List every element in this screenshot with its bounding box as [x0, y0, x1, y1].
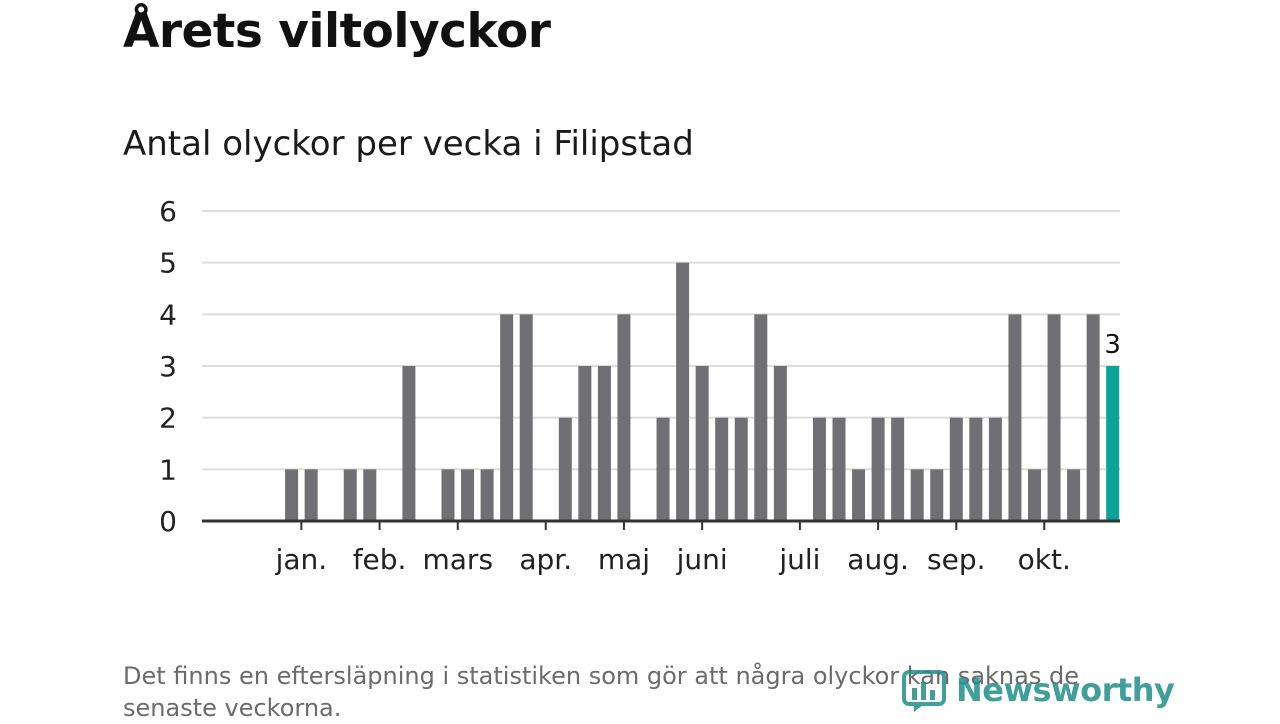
- bar: [285, 469, 299, 521]
- y-tick-label: 0: [159, 505, 177, 538]
- brand-name: Newsworthy: [956, 671, 1175, 709]
- x-tick-label: juli: [778, 543, 820, 576]
- bar: [773, 366, 787, 521]
- x-axis: jan. feb. mars apr. maj juni juli aug. sep. okt.: [275, 521, 1071, 576]
- bar: [930, 469, 944, 521]
- bar-chart: 0 1 2 3 4 5 6 jan. feb. mars apr. maj juni juli aug. s…: [159, 195, 1121, 576]
- bar: [871, 417, 885, 521]
- newsworthy-logo-icon: [902, 670, 946, 712]
- bar: [949, 417, 963, 521]
- bar: [500, 314, 514, 521]
- y-tick-label: 3: [159, 350, 177, 383]
- bar: [441, 469, 455, 521]
- bar: [754, 314, 768, 521]
- x-tick-label: apr.: [519, 543, 572, 576]
- bar: [715, 417, 729, 521]
- x-tick-label: juni: [676, 543, 728, 576]
- bars: [285, 262, 1120, 521]
- bar: [969, 417, 983, 521]
- bar: [656, 417, 670, 521]
- bar: [1067, 469, 1081, 521]
- bar: [1028, 469, 1041, 521]
- y-axis: 0 1 2 3 4 5 6: [159, 195, 177, 538]
- y-tick-label: 2: [159, 402, 177, 435]
- bar: [832, 417, 846, 521]
- highlight-bar: [1106, 366, 1120, 521]
- y-tick-label: 5: [159, 247, 177, 280]
- brand-logo: Newsworthy: [902, 668, 1175, 712]
- bar: [304, 469, 318, 521]
- bar: [617, 314, 631, 521]
- headline: Årets viltolyckor: [123, 4, 551, 59]
- bar: [480, 469, 494, 521]
- bar: [852, 469, 866, 521]
- chart-title: Antal olyckor per vecka i Filipstad: [123, 124, 694, 164]
- bar: [1008, 314, 1022, 521]
- bar: [988, 417, 1002, 521]
- bar: [461, 469, 475, 521]
- y-tick-label: 1: [159, 453, 177, 486]
- bar: [363, 469, 377, 521]
- x-tick-label: mars: [423, 543, 494, 576]
- bar: [695, 366, 709, 521]
- bar: [676, 262, 690, 521]
- x-tick-label: jan.: [275, 543, 328, 576]
- y-tick-label: 6: [159, 195, 177, 228]
- bar: [734, 417, 748, 521]
- bar: [812, 417, 826, 521]
- y-tick-label: 4: [159, 298, 177, 331]
- bar: [1047, 314, 1061, 521]
- bar: [910, 469, 924, 521]
- bar: [578, 366, 592, 521]
- x-tick-label: sep.: [927, 543, 986, 576]
- data-labels: 3: [1104, 330, 1121, 360]
- x-tick-label: okt.: [1018, 543, 1071, 576]
- bar: [402, 366, 416, 521]
- bar: [558, 417, 572, 521]
- bar: [343, 469, 357, 521]
- bar: [519, 314, 533, 521]
- bar: [597, 366, 611, 521]
- footnote: Det finns en eftersläpning i statistiken…: [123, 662, 1079, 722]
- x-tick-label: aug.: [847, 543, 909, 576]
- bar: [891, 417, 905, 521]
- x-tick-label: feb.: [353, 543, 407, 576]
- bar: [1086, 314, 1100, 521]
- highlight-value-label: 3: [1104, 330, 1121, 360]
- x-tick-label: maj: [598, 543, 650, 576]
